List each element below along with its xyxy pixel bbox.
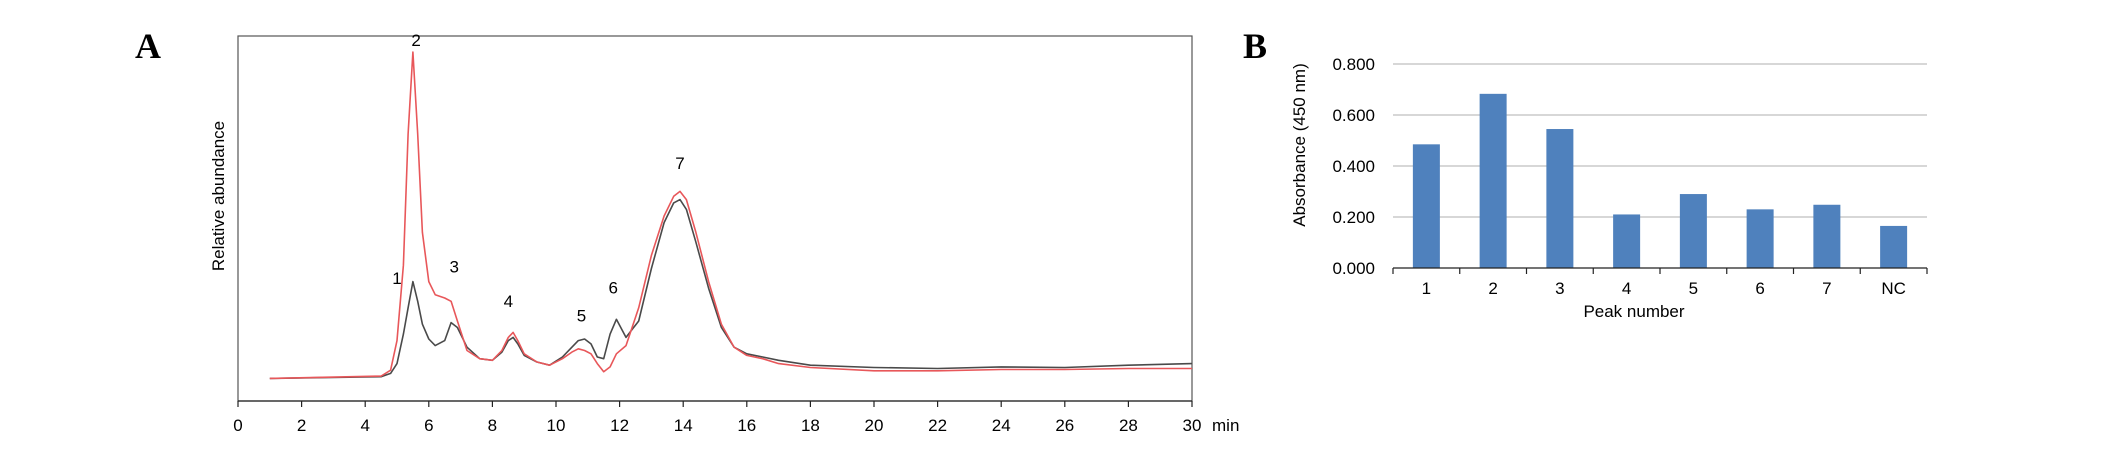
y-tick-label: 0.400: [1332, 157, 1375, 176]
bar-3: [1546, 129, 1574, 268]
bar-chart-bars: [1412, 93, 1908, 269]
y-tick-label: 0.600: [1332, 106, 1375, 125]
chromatogram-series: [269, 51, 1193, 380]
bar-2: [1479, 93, 1507, 269]
peak-label-2: 2: [411, 31, 420, 50]
absorbance-bar-chart: 0.000 0.200 0.400 0.600 0.800 1 2 3 4 5 6 7 NC Peak…: [1290, 55, 1928, 321]
x-tick-label: 0: [233, 416, 242, 435]
peak-label-1: 1: [392, 269, 401, 288]
x-tick-label: 18: [801, 416, 820, 435]
x-tick-label: 6: [424, 416, 433, 435]
x-tick-label: 2: [1488, 279, 1497, 298]
peak-label-7: 7: [675, 154, 684, 173]
chromatogram-x-ticks: 0 2 4 6 8 10 12 14 16 18 20 22 24 26 28 30: [233, 401, 1201, 435]
bar-4: [1613, 214, 1641, 268]
chromatogram-x-label: min: [1212, 416, 1239, 435]
x-tick-label: 28: [1119, 416, 1138, 435]
bar-5: [1679, 194, 1707, 268]
bar-chart-y-label: Absorbance (450 nm): [1290, 63, 1309, 226]
x-tick-label: 26: [1055, 416, 1074, 435]
peak-label-3: 3: [450, 257, 459, 276]
bar-chart-x-label: Peak number: [1583, 302, 1684, 321]
x-tick-label: 8: [488, 416, 497, 435]
x-tick-label: 4: [1622, 279, 1631, 298]
red-trace: [269, 51, 1192, 380]
x-tick-label: 1: [1422, 279, 1431, 298]
x-tick-label: 30: [1183, 416, 1202, 435]
chromatogram-frame: [237, 35, 1193, 402]
panel-label-a: A: [135, 26, 161, 66]
chromatogram-peak-labels: 1 2 3 4 5 6 7: [392, 31, 684, 326]
x-tick-label: 14: [674, 416, 693, 435]
y-tick-label: 0.000: [1332, 259, 1375, 278]
x-tick-label: 4: [360, 416, 369, 435]
x-tick-label: 2: [297, 416, 306, 435]
y-tick-label: 0.800: [1332, 55, 1375, 74]
x-tick-label: 24: [992, 416, 1011, 435]
black-trace: [269, 198, 1193, 380]
x-tick-label: 22: [928, 416, 947, 435]
bar-chart-x-ticks: 1 2 3 4 5 6 7 NC: [1392, 268, 1928, 298]
bar-1: [1412, 144, 1440, 268]
peak-label-4: 4: [504, 292, 513, 311]
bar-chart-y-ticks: 0.000 0.200 0.400 0.600 0.800: [1332, 55, 1375, 278]
x-tick-label: 3: [1555, 279, 1564, 298]
x-tick-label: 12: [610, 416, 629, 435]
bar-chart-gridlines: [1393, 63, 1927, 218]
x-tick-label: NC: [1881, 279, 1906, 298]
x-tick-label: 20: [865, 416, 884, 435]
chromatogram-y-label: Relative abundance: [209, 121, 228, 271]
chromatogram-chart: 0 2 4 6 8 10 12 14 16 18 20 22 24 26 28 30 min Relative…: [209, 31, 1239, 435]
x-tick-label: 16: [737, 416, 756, 435]
x-tick-label: 5: [1689, 279, 1698, 298]
peak-label-5: 5: [577, 307, 586, 326]
peak-label-6: 6: [609, 279, 618, 298]
x-tick-label: 10: [547, 416, 566, 435]
panel-label-b: B: [1243, 26, 1267, 66]
y-tick-label: 0.200: [1332, 208, 1375, 227]
bar-7: [1813, 204, 1841, 268]
bar-NC: [1880, 225, 1908, 268]
x-tick-label: 6: [1755, 279, 1764, 298]
x-tick-label: 7: [1822, 279, 1831, 298]
bar-6: [1746, 209, 1774, 268]
